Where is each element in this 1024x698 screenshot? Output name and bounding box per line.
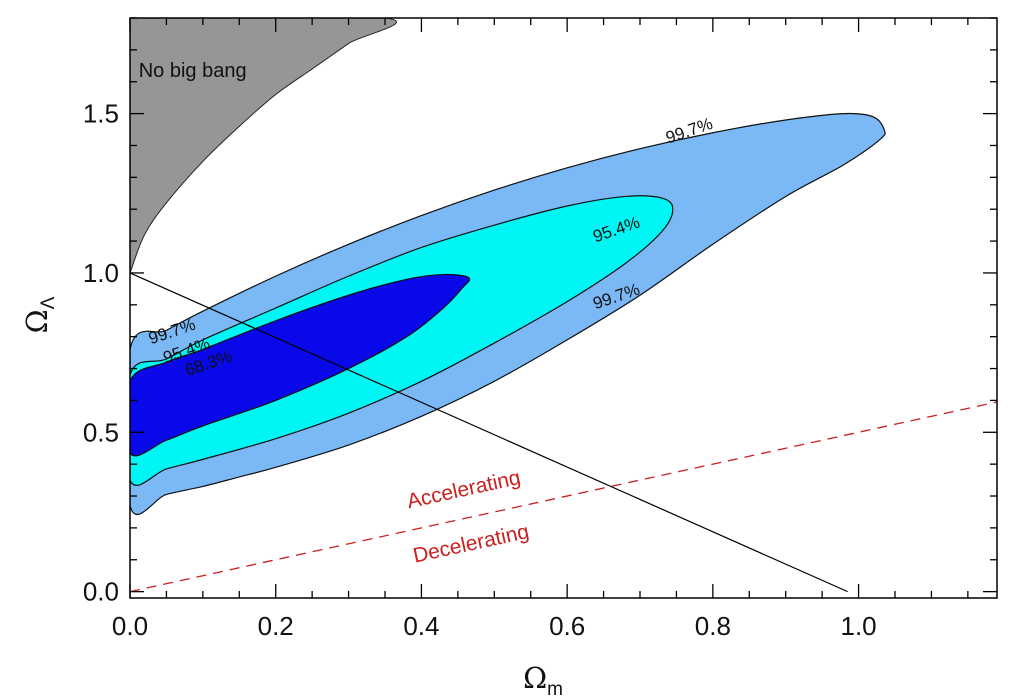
flat-universe-line <box>130 272 848 593</box>
y-axis-label: ΩΛ <box>20 296 59 333</box>
y-tick-label: 1.5 <box>83 99 119 129</box>
x-tick-label: 0.6 <box>549 611 585 641</box>
plot-frame <box>129 17 998 599</box>
y-tick-label: 1.0 <box>83 258 119 288</box>
x-tick-label: 0.2 <box>258 611 294 641</box>
no-big-bang-region <box>130 18 397 294</box>
x-axis-subscript: m <box>547 679 563 698</box>
x-tick-label: 0.0 <box>112 611 148 641</box>
y-tick-label: 0.0 <box>83 577 119 607</box>
x-tick-label: 0.8 <box>695 611 731 641</box>
x-axis-symbol: Ω <box>523 661 547 695</box>
accelerating-label: Accelerating <box>405 466 523 513</box>
y-axis-label-group: ΩΛ <box>20 296 59 333</box>
x-tick-label: 1.0 <box>840 611 876 641</box>
plot-border <box>129 17 998 599</box>
decelerating-label: Decelerating <box>411 520 531 568</box>
x-axis-label: Ωm <box>523 661 563 698</box>
acceleration-boundary-line <box>130 401 997 593</box>
y-tick-label: 0.5 <box>83 417 119 447</box>
confidence-region-3 <box>130 273 471 457</box>
no-big-bang-label: No big bang <box>139 60 247 82</box>
y-axis-subscript: Λ <box>38 296 59 309</box>
x-tick-label: 0.4 <box>403 611 439 641</box>
plot-area <box>130 18 997 593</box>
y-axis-symbol: Ω <box>20 309 54 333</box>
